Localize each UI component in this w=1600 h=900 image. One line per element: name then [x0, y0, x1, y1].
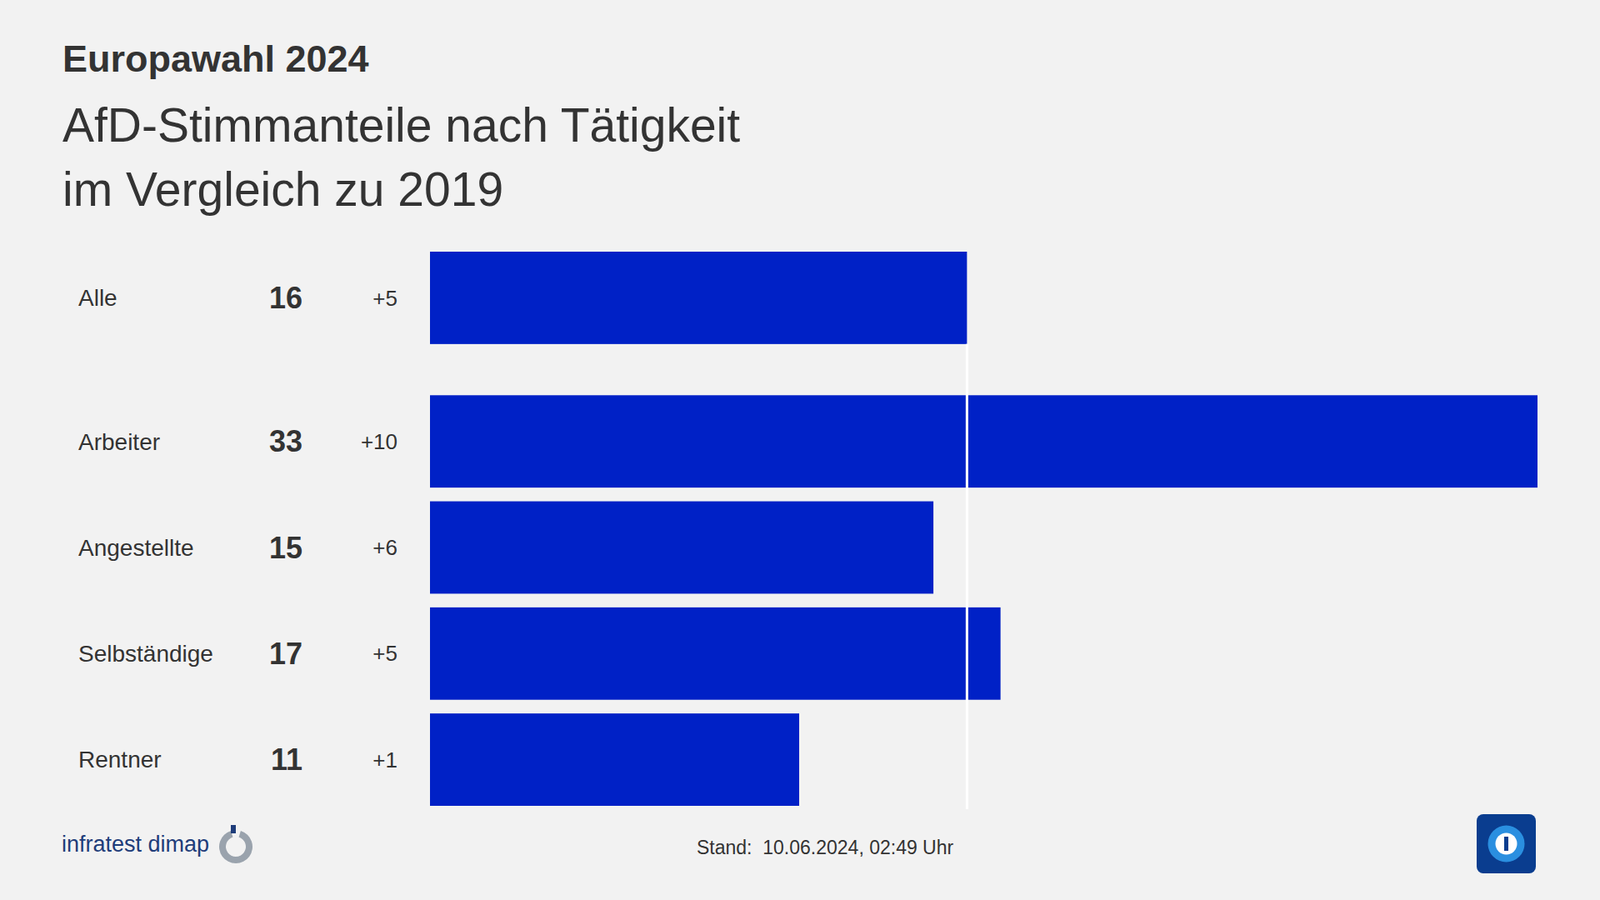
- source: infratest dimap: [61, 831, 210, 857]
- bar: [430, 713, 800, 806]
- bar: [430, 501, 934, 595]
- change-label: +5: [372, 640, 398, 666]
- header: Europawahl 2024: [62, 37, 370, 80]
- change-label: +10: [360, 429, 398, 455]
- value-label: 16: [269, 280, 303, 315]
- bar: [430, 395, 1538, 488]
- value-label: 11: [270, 742, 303, 777]
- background: [0, 0, 1600, 900]
- logo-ring: [219, 830, 253, 864]
- bar: [430, 251, 967, 345]
- logo-mark: [1504, 836, 1509, 851]
- bars: [430, 251, 1538, 810]
- category-label: Arbeiter: [78, 429, 160, 455]
- labels: Alle 16 +5 Arbeiter 33 +10 Angestellte 15 +6 Selb…: [78, 280, 398, 777]
- timestamp: Stand: 10.06.2024, 02:49 Uhr: [696, 836, 955, 859]
- chart: Europawahl 2024 AfD-Stimmanteile nach Tät…: [0, 0, 1600, 900]
- category-label: Angestellte: [78, 535, 195, 561]
- logo-center: [1495, 833, 1518, 855]
- title: AfD-Stimmanteile nach Tätigkeit: [62, 98, 740, 152]
- change-label: +6: [372, 535, 398, 560]
- logo-box: [1476, 814, 1536, 874]
- broadcaster-logo: [1476, 814, 1536, 874]
- category-label: Selbständige: [78, 640, 214, 667]
- axis-line: [430, 810, 1539, 811]
- category-label: Rentner: [78, 746, 162, 773]
- change-label: +5: [372, 285, 398, 311]
- bar: [430, 607, 1001, 700]
- title: im Vergleich zu 2019: [62, 162, 504, 216]
- category-label: Alle: [78, 285, 118, 311]
- reference-line: [965, 344, 969, 810]
- x-axis: [430, 810, 1539, 811]
- value-label: 33: [269, 424, 303, 459]
- change-label: +1: [372, 747, 398, 773]
- value-label: 15: [269, 530, 303, 565]
- source-logo: [219, 825, 253, 864]
- logo-globe: [1488, 825, 1525, 863]
- value-label: 17: [269, 636, 303, 671]
- logo-bar: [230, 825, 236, 834]
